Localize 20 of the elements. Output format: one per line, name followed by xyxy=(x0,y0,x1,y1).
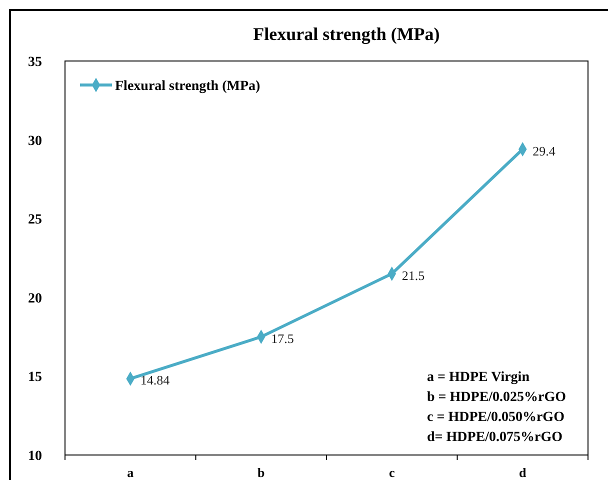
y-tick-label: 15 xyxy=(28,370,42,386)
y-tick-label: 25 xyxy=(28,212,42,228)
y-tick-label: 30 xyxy=(28,134,42,149)
y-tick-label: 20 xyxy=(28,291,42,306)
data-label: 14.84 xyxy=(140,372,170,388)
x-tick-label: b xyxy=(258,465,265,480)
annotation: a = HDPE Virgin xyxy=(427,370,530,385)
annotation: c = HDPE/0.050%rGO xyxy=(427,410,565,425)
legend-label: Flexural strength (MPa) xyxy=(115,79,260,94)
data-label: 17.5 xyxy=(271,330,294,346)
annotation: d= HDPE/0.075%rGO xyxy=(427,430,563,445)
annotation: b = HDPE/0.025%rGO xyxy=(427,390,566,405)
y-tick-label: 10 xyxy=(28,449,42,464)
y-tick-label: 35 xyxy=(28,55,42,70)
x-tick-label: d xyxy=(519,465,528,480)
chart-title: Flexural strength (MPa) xyxy=(253,24,440,44)
data-label: 21.5 xyxy=(402,268,425,283)
data-label: 29.4 xyxy=(532,143,556,158)
x-tick-label: a xyxy=(127,465,134,480)
x-tick-label: c xyxy=(388,465,395,480)
